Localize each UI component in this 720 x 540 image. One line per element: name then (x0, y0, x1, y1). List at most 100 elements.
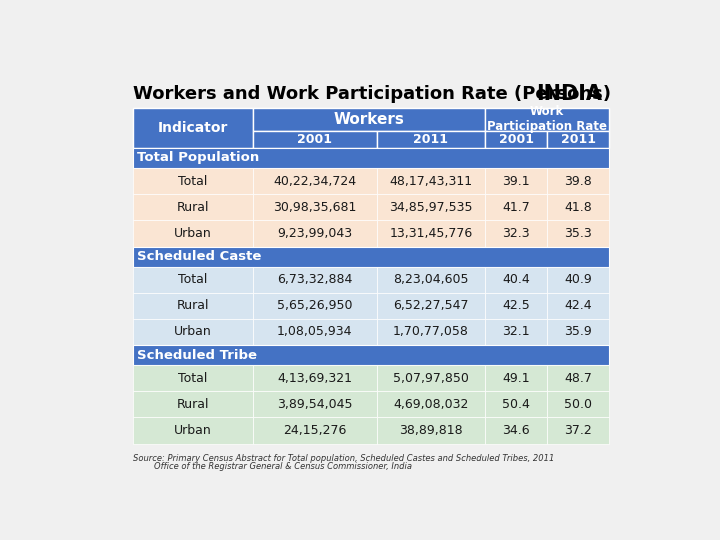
Text: 1,70,77,058: 1,70,77,058 (393, 326, 469, 339)
Bar (132, 194, 253, 220)
Text: 50.4: 50.4 (503, 398, 530, 411)
Text: 38,89,818: 38,89,818 (399, 424, 463, 437)
Text: 50.0: 50.0 (564, 398, 593, 411)
Bar (253, 108, 485, 131)
Text: Workers: Workers (333, 112, 405, 127)
Text: 6,73,32,884: 6,73,32,884 (277, 273, 352, 286)
Text: Rural: Rural (176, 201, 209, 214)
Text: 48.7: 48.7 (564, 372, 592, 384)
Text: 32.1: 32.1 (503, 326, 530, 339)
Bar (377, 417, 485, 444)
Bar (253, 168, 377, 194)
Bar (485, 365, 547, 392)
Bar (547, 168, 609, 194)
Bar (132, 148, 609, 168)
Bar (547, 220, 609, 247)
Text: Rural: Rural (176, 299, 209, 312)
Bar (485, 220, 547, 247)
Bar (547, 293, 609, 319)
Text: 32.3: 32.3 (503, 227, 530, 240)
Bar (377, 131, 485, 148)
Bar (547, 319, 609, 345)
Bar (377, 365, 485, 392)
Bar (377, 392, 485, 417)
Bar (485, 392, 547, 417)
Bar (132, 220, 253, 247)
Text: Urban: Urban (174, 326, 212, 339)
Bar (377, 194, 485, 220)
Text: 49.1: 49.1 (503, 372, 530, 384)
Bar (377, 319, 485, 345)
Bar (253, 267, 377, 293)
Text: Total: Total (178, 174, 207, 187)
Bar (547, 267, 609, 293)
Text: 41.8: 41.8 (564, 201, 592, 214)
Text: 48,17,43,311: 48,17,43,311 (390, 174, 472, 187)
Bar (253, 131, 377, 148)
Text: Urban: Urban (174, 424, 212, 437)
Bar (377, 267, 485, 293)
Text: 9,23,99,043: 9,23,99,043 (277, 227, 352, 240)
Text: Total: Total (178, 273, 207, 286)
Bar (485, 194, 547, 220)
Text: 42.4: 42.4 (564, 299, 592, 312)
Bar (132, 345, 609, 365)
Text: Urban: Urban (174, 227, 212, 240)
Bar (253, 365, 377, 392)
Text: Office of the Registrar General & Census Commissioner, India: Office of the Registrar General & Census… (132, 462, 412, 471)
Bar (253, 392, 377, 417)
Bar (132, 247, 609, 267)
Bar (132, 168, 253, 194)
Text: 1,08,05,934: 1,08,05,934 (277, 326, 353, 339)
Text: 34,85,97,535: 34,85,97,535 (390, 201, 473, 214)
Bar (377, 220, 485, 247)
Bar (253, 194, 377, 220)
Bar (253, 319, 377, 345)
Bar (132, 392, 253, 417)
Bar (132, 293, 253, 319)
Text: 40.4: 40.4 (503, 273, 530, 286)
Bar (132, 319, 253, 345)
Bar (485, 168, 547, 194)
Text: 42.5: 42.5 (503, 299, 530, 312)
Text: 34.6: 34.6 (503, 424, 530, 437)
Text: 40,22,34,724: 40,22,34,724 (273, 174, 356, 187)
Text: 2001: 2001 (297, 133, 332, 146)
Bar (253, 417, 377, 444)
Text: Rural: Rural (176, 398, 209, 411)
Bar (253, 220, 377, 247)
Bar (547, 365, 609, 392)
Bar (485, 417, 547, 444)
Text: Workers and Work Participation Rate (Persons): Workers and Work Participation Rate (Per… (132, 85, 611, 103)
Bar (485, 108, 609, 131)
Text: 4,13,69,321: 4,13,69,321 (277, 372, 352, 384)
Text: 24,15,276: 24,15,276 (283, 424, 346, 437)
Text: 40.9: 40.9 (564, 273, 592, 286)
Bar (132, 365, 253, 392)
Bar (547, 392, 609, 417)
Bar (485, 267, 547, 293)
Text: 4,69,08,032: 4,69,08,032 (393, 398, 469, 411)
Text: Total: Total (178, 372, 207, 384)
Bar (132, 108, 253, 148)
Text: 41.7: 41.7 (503, 201, 530, 214)
Bar (377, 293, 485, 319)
Text: 35.3: 35.3 (564, 227, 592, 240)
Text: 39.8: 39.8 (564, 174, 592, 187)
Bar (253, 293, 377, 319)
Text: Work
Participation Rate: Work Participation Rate (487, 105, 607, 133)
Text: Scheduled Tribe: Scheduled Tribe (138, 349, 257, 362)
Bar (132, 108, 609, 148)
Text: INDIA: INDIA (536, 84, 602, 104)
Text: Source: Primary Census Abstract for Total population, Scheduled Castes and Sched: Source: Primary Census Abstract for Tota… (132, 455, 554, 463)
Bar (547, 417, 609, 444)
Text: Scheduled Caste: Scheduled Caste (138, 250, 261, 263)
Bar (485, 293, 547, 319)
Text: 35.9: 35.9 (564, 326, 592, 339)
Bar (547, 194, 609, 220)
Bar (377, 168, 485, 194)
Text: 2011: 2011 (413, 133, 449, 146)
Text: 39.1: 39.1 (503, 174, 530, 187)
Text: 5,07,97,850: 5,07,97,850 (393, 372, 469, 384)
Bar (132, 267, 253, 293)
